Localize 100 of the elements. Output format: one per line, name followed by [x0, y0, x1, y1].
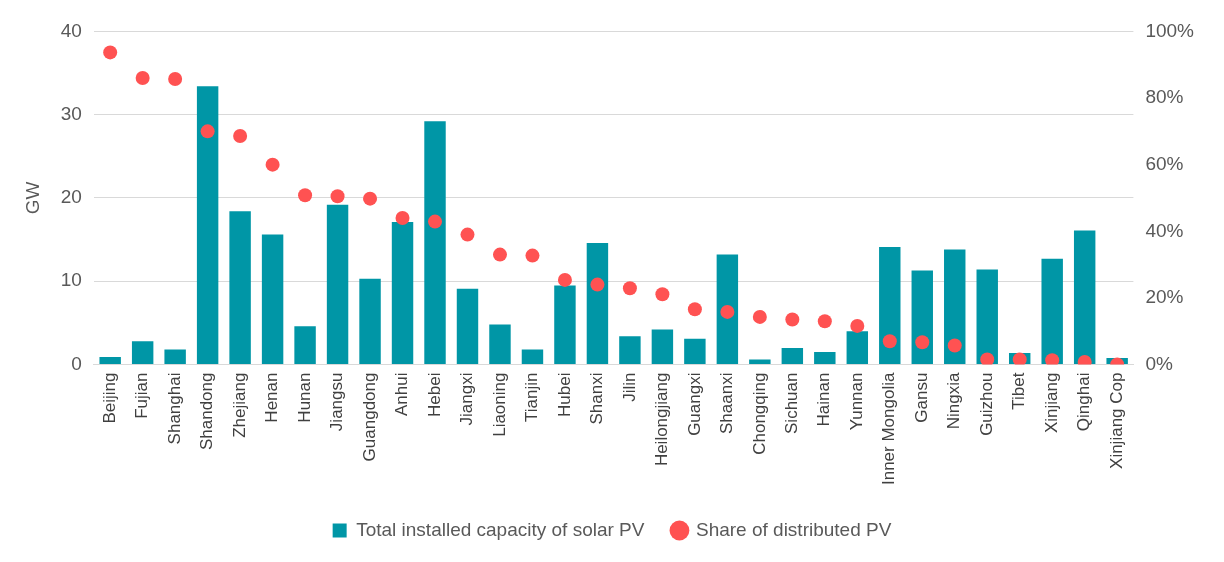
point: [980, 352, 995, 365]
bar: [326, 204, 349, 365]
x-tick-label: Shanxi: [587, 372, 607, 425]
bar: [814, 352, 836, 365]
y2-tick-label: 60%: [1145, 152, 1184, 174]
bar: [261, 234, 284, 365]
x-tick-label: Shaanxi: [717, 372, 737, 434]
x-tick-label: Hunan: [294, 372, 314, 423]
bar: [684, 338, 706, 365]
point: [817, 314, 832, 329]
x-tick-label: Sichuan: [782, 372, 802, 434]
x-tick-label: Jiangxi: [457, 372, 477, 426]
y-tick-label: 30: [60, 102, 82, 124]
y2-tick-label: 40%: [1145, 219, 1184, 241]
point: [168, 72, 183, 87]
bar: [749, 359, 771, 365]
point: [720, 304, 735, 319]
bar: [196, 86, 219, 365]
y-tick-label: 0: [71, 352, 82, 374]
point: [265, 157, 280, 172]
bar: [976, 269, 998, 365]
point: [395, 210, 410, 225]
y2-tick-label: 80%: [1145, 86, 1184, 108]
x-tick-label: Anhui: [392, 372, 412, 417]
bar: [294, 326, 316, 365]
x-tick-label: Hainan: [814, 372, 834, 427]
bar: [716, 254, 739, 365]
x-tick-label: Heilongjiang: [652, 372, 672, 467]
y2-tick-label: 0%: [1145, 352, 1173, 374]
legend-label: Share of distributed PV: [695, 518, 892, 540]
bar: [424, 121, 446, 365]
bar: [781, 347, 804, 365]
x-tick-label: Jiangsu: [327, 372, 347, 432]
point: [103, 45, 118, 60]
bar: [521, 349, 544, 365]
legend-label: Total installed capacity of solar PV: [356, 518, 645, 540]
x-tick-label: Tianjin: [522, 372, 542, 422]
bar: [1073, 230, 1096, 365]
x-tick-label: Xinjiang Cop: [1106, 372, 1126, 469]
bar: [489, 324, 511, 365]
x-tick-label: Henan: [262, 372, 282, 423]
point: [590, 277, 605, 292]
point: [363, 191, 378, 206]
bar: [619, 336, 641, 365]
bar: [391, 222, 414, 365]
bar: [879, 247, 901, 365]
x-tick-label: Fujian: [132, 372, 152, 419]
x-tick-label: Shanghai: [164, 372, 184, 445]
point: [1012, 352, 1027, 365]
x-tick-label: Guizhou: [976, 372, 996, 436]
bar: [911, 270, 933, 365]
x-tick-label: Chongqing: [749, 372, 769, 455]
bar: [1041, 258, 1063, 365]
bar: [651, 329, 674, 365]
point: [882, 334, 897, 349]
bar: [554, 285, 576, 365]
x-tick-label: Shandong: [197, 372, 217, 451]
point: [135, 71, 150, 86]
bar: [359, 278, 381, 365]
x-tick-label: Jilin: [619, 372, 639, 402]
point: [492, 247, 507, 262]
point: [1045, 353, 1060, 365]
x-tick-label: Hubei: [554, 372, 574, 417]
x-tick-label: Liaoning: [489, 372, 509, 437]
x-tick-label: Zhejiang: [229, 372, 249, 438]
x-tick-label: Ningxia: [944, 372, 964, 430]
point: [525, 248, 540, 263]
x-tick-label: Qinghai: [1074, 372, 1094, 432]
bar: [99, 357, 121, 365]
bar: [164, 349, 186, 365]
x-tick-label: Hebei: [424, 372, 444, 417]
y-tick-label: 10: [60, 269, 82, 291]
point: [752, 309, 767, 324]
x-tick-label: Yunnan: [846, 372, 866, 431]
x-tick-label: Gansu: [911, 372, 931, 423]
point: [947, 338, 962, 353]
point: [622, 281, 637, 296]
y-axis-title: GW: [21, 181, 43, 215]
x-tick-label: Beijing: [99, 372, 119, 424]
y2-tick-label: 20%: [1145, 286, 1184, 308]
x-tick-label: Guangdong: [359, 372, 379, 462]
point: [200, 124, 215, 139]
bar: [229, 211, 251, 365]
x-tick-label: Guangxi: [684, 372, 704, 436]
y-tick-label: 40: [60, 19, 82, 41]
point: [460, 227, 475, 242]
y2-tick-label: 100%: [1145, 19, 1195, 41]
bar: [131, 341, 154, 365]
bar: [944, 249, 966, 365]
point: [915, 335, 930, 350]
x-tick-label: Xinjiang: [1041, 372, 1061, 434]
point: [655, 287, 670, 302]
bar: [456, 288, 479, 365]
point: [330, 189, 345, 204]
x-tick-label: Tibet: [1009, 372, 1029, 410]
point: [785, 312, 800, 327]
point: [850, 318, 865, 333]
x-tick-label: Inner Mongolia: [879, 372, 899, 486]
point: [687, 302, 702, 317]
point: [557, 272, 572, 287]
